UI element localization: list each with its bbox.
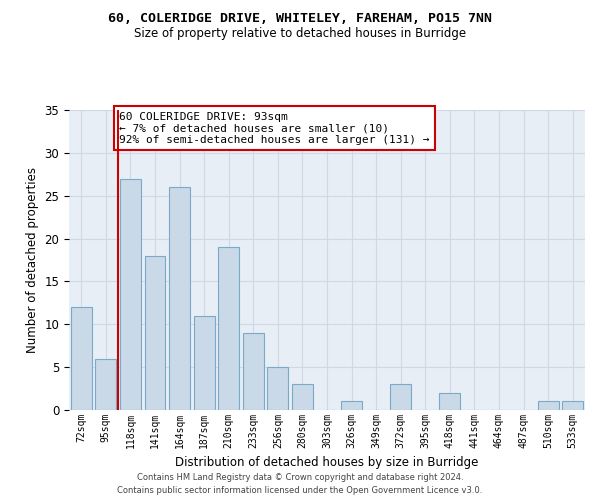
Bar: [292, 384, 313, 410]
Text: Size of property relative to detached houses in Burridge: Size of property relative to detached ho…: [134, 28, 466, 40]
Bar: [390, 384, 411, 410]
Bar: [268, 367, 289, 410]
Bar: [538, 402, 559, 410]
Bar: [194, 316, 215, 410]
Text: Contains HM Land Registry data © Crown copyright and database right 2024.: Contains HM Land Registry data © Crown c…: [137, 474, 463, 482]
Text: 60, COLERIDGE DRIVE, WHITELEY, FAREHAM, PO15 7NN: 60, COLERIDGE DRIVE, WHITELEY, FAREHAM, …: [108, 12, 492, 26]
Bar: [120, 178, 141, 410]
Bar: [439, 393, 460, 410]
Bar: [145, 256, 166, 410]
Bar: [562, 402, 583, 410]
Bar: [71, 307, 92, 410]
Bar: [169, 187, 190, 410]
Text: Contains public sector information licensed under the Open Government Licence v3: Contains public sector information licen…: [118, 486, 482, 495]
X-axis label: Distribution of detached houses by size in Burridge: Distribution of detached houses by size …: [175, 456, 479, 469]
Bar: [95, 358, 116, 410]
Bar: [218, 247, 239, 410]
Bar: [243, 333, 264, 410]
Y-axis label: Number of detached properties: Number of detached properties: [26, 167, 39, 353]
Text: 60 COLERIDGE DRIVE: 93sqm
← 7% of detached houses are smaller (10)
92% of semi-d: 60 COLERIDGE DRIVE: 93sqm ← 7% of detach…: [119, 112, 430, 145]
Bar: [341, 402, 362, 410]
